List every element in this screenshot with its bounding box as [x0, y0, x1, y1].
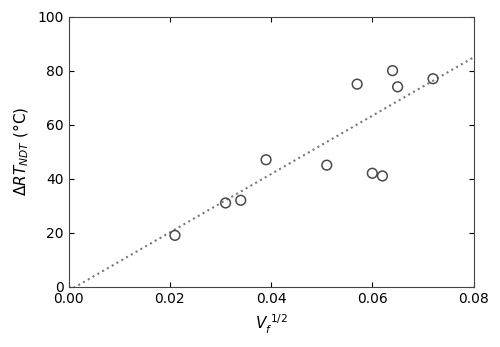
Point — [368, 170, 376, 176]
Point — [222, 200, 230, 206]
Point — [394, 84, 402, 90]
Point — [429, 76, 437, 82]
Point — [378, 173, 386, 179]
Point — [388, 68, 396, 74]
Y-axis label: $\Delta RT_{NDT}\ \mathrm{(°C)}$: $\Delta RT_{NDT}\ \mathrm{(°C)}$ — [11, 107, 30, 196]
Point — [171, 232, 179, 238]
X-axis label: $V_f^{\ 1/2}$: $V_f^{\ 1/2}$ — [254, 313, 288, 336]
Point — [323, 162, 331, 168]
Point — [353, 81, 361, 87]
Point — [262, 157, 270, 162]
Point — [236, 197, 244, 203]
